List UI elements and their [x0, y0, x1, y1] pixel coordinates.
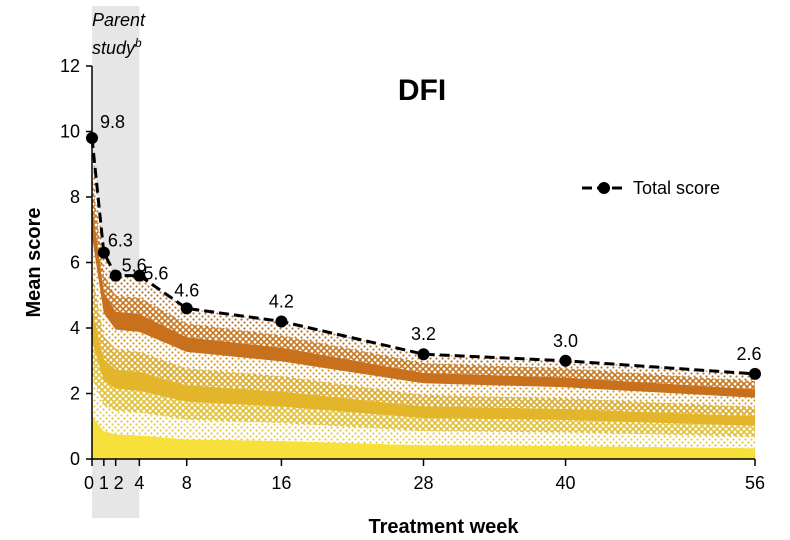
total-score-point: [109, 269, 122, 282]
y-tick-label: 12: [60, 56, 80, 76]
data-labels: 9.8 6.3 5.65.6 4.6 4.2 3.2 3.0 2.6: [100, 112, 762, 364]
total-score-point: [559, 354, 572, 367]
data-label: 3.2: [411, 324, 436, 344]
x-ticks: 0 1 2 4 8 16 28 40 56: [84, 459, 765, 493]
area-layer-7: [92, 203, 755, 398]
x-tick-label: 0: [84, 473, 94, 493]
data-label: 4.6: [174, 280, 199, 300]
total-score-point: [749, 367, 761, 380]
x-tick-label: 8: [182, 473, 192, 493]
data-label: 9.8: [100, 112, 125, 132]
parent-study-label-word: study: [92, 38, 136, 58]
area-layer-9: [92, 141, 755, 382]
y-tick-label: 2: [70, 384, 80, 404]
x-tick-label: 28: [413, 473, 433, 493]
total-score-point: [180, 302, 193, 315]
total-score-point: [417, 348, 430, 361]
total-score-point: [133, 269, 146, 282]
y-tick-label: 4: [70, 318, 80, 338]
data-label: 6.3: [108, 231, 133, 251]
area-layer-1: [92, 416, 755, 459]
y-tick-label: 6: [70, 253, 80, 273]
x-tick-label: 16: [271, 473, 291, 493]
y-tick-label: 0: [70, 449, 80, 469]
y-tick-label: 8: [70, 187, 80, 207]
stacked-areas: [92, 141, 755, 459]
area-layer-5: [92, 272, 755, 417]
total-score-point: [97, 246, 110, 259]
chart-title: DFI: [398, 74, 446, 107]
area-layer-4: [92, 308, 755, 426]
total-score-point: [275, 315, 288, 328]
x-tick-label: 56: [745, 473, 765, 493]
total-score-point: [86, 132, 98, 145]
data-label: 2.6: [736, 344, 761, 364]
legend-label-total-score: Total score: [633, 178, 720, 198]
x-axis-title: Treatment week: [368, 516, 519, 538]
x-tick-label: 2: [114, 473, 124, 493]
data-label: 5.6: [143, 264, 168, 284]
parent-study-label-line2: studyb: [92, 36, 142, 58]
area-layer-6: [92, 236, 755, 407]
legend: Total score: [582, 178, 720, 198]
x-tick-label: 4: [134, 473, 144, 493]
legend-marker: [598, 182, 610, 194]
x-tick-label: 1: [99, 473, 109, 493]
y-ticks: 0 2 4 6 8 10 12: [60, 56, 92, 469]
data-label: 3.0: [553, 331, 578, 351]
parent-study-superscript: b: [135, 36, 142, 50]
y-axis-title: Mean score: [23, 207, 45, 317]
y-tick-label: 10: [60, 122, 80, 142]
total-score-series: [86, 132, 761, 380]
data-label: 5.6: [122, 256, 147, 276]
data-label: 4.2: [269, 291, 294, 311]
area-layer-8: [92, 174, 755, 390]
parent-study-label: Parent: [92, 10, 146, 30]
area-layer-2: [92, 377, 755, 449]
x-tick-label: 40: [556, 473, 576, 493]
total-score-line: [90, 137, 756, 376]
area-layer-3: [92, 341, 755, 437]
